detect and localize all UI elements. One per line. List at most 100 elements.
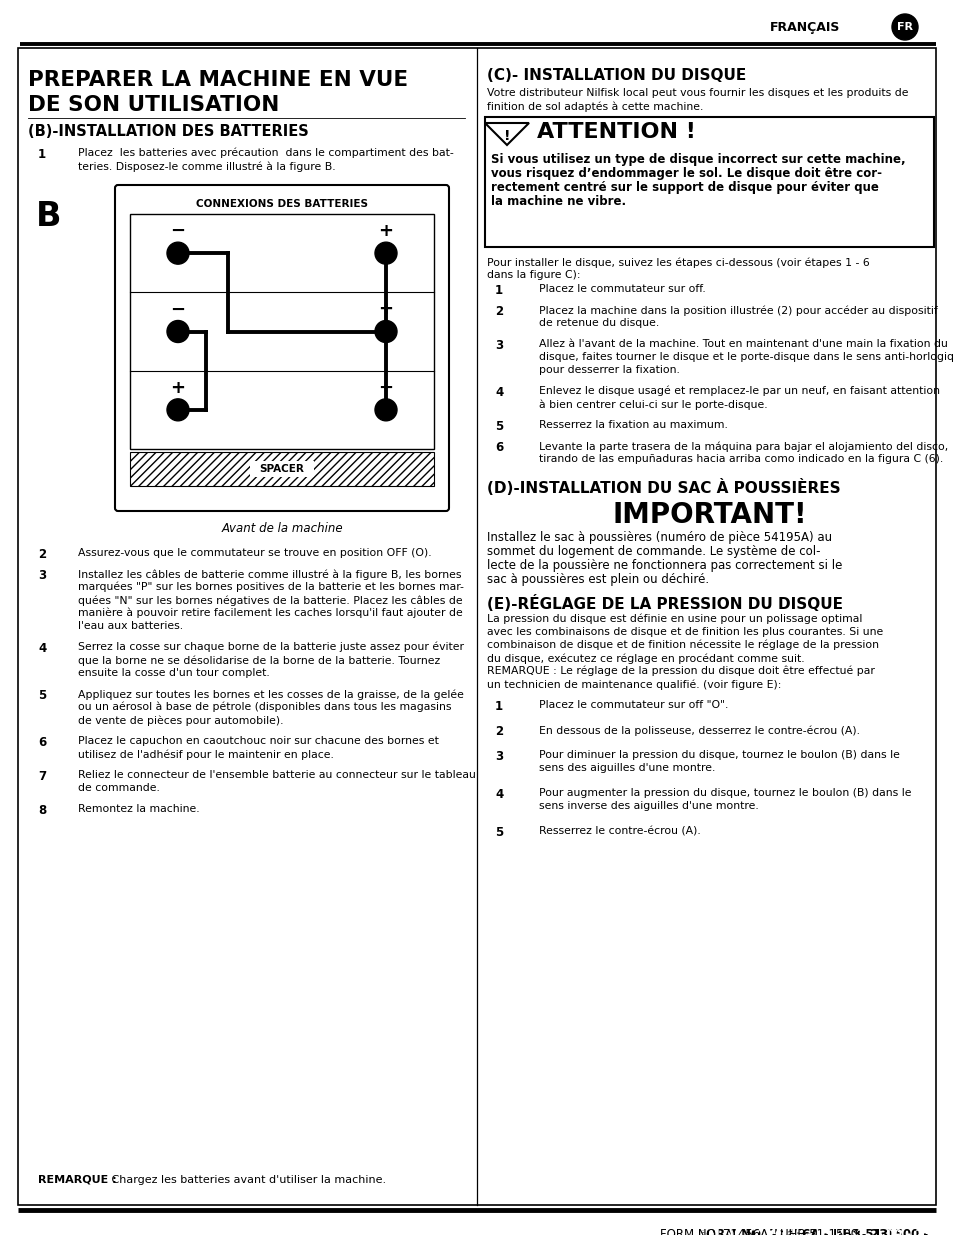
- Text: lecte de la poussière ne fonctionnera pas correctement si le: lecte de la poussière ne fonctionnera pa…: [486, 559, 841, 572]
- Text: Votre distributeur Nilfisk local peut vous fournir les disques et les produits d: Votre distributeur Nilfisk local peut vo…: [486, 88, 907, 98]
- Text: FORM NO. 71456A - UHB 51-1500 -: FORM NO. 71456A - UHB 51-1500 -: [697, 1228, 931, 1235]
- Text: −: −: [171, 222, 186, 240]
- Text: de retenue du disque.: de retenue du disque.: [538, 317, 659, 329]
- Text: 3: 3: [495, 750, 502, 763]
- Polygon shape: [484, 124, 529, 144]
- Text: Pour augmenter la pression du disque, tournez le boulon (B) dans le: Pour augmenter la pression du disque, to…: [538, 788, 910, 798]
- Text: 4: 4: [495, 788, 503, 802]
- Text: Avant de la machine: Avant de la machine: [221, 522, 342, 535]
- Text: REMARQUE :: REMARQUE :: [38, 1174, 116, 1186]
- Text: Assurez-vous que le commutateur se trouve en position OFF (O).: Assurez-vous que le commutateur se trouv…: [78, 548, 431, 558]
- Text: 6: 6: [38, 736, 46, 748]
- Text: 23: 23: [869, 1228, 887, 1235]
- Circle shape: [891, 14, 917, 40]
- Text: Si vous utilisez un type de disque incorrect sur cette machine,: Si vous utilisez un type de disque incor…: [491, 153, 904, 165]
- Text: Enlevez le disque usagé et remplacez-le par un neuf, en faisant attention: Enlevez le disque usagé et remplacez-le …: [538, 387, 939, 396]
- Text: l'eau aux batteries.: l'eau aux batteries.: [78, 621, 183, 631]
- Text: La pression du disque est définie en usine pour un polissage optimal: La pression du disque est définie en usi…: [486, 614, 862, 625]
- Bar: [130, 452, 434, 487]
- Text: Placez le capuchon en caoutchouc noir sur chacune des bornes et: Placez le capuchon en caoutchouc noir su…: [78, 736, 438, 746]
- Text: Chargez les batteries avant d'utiliser la machine.: Chargez les batteries avant d'utiliser l…: [108, 1174, 386, 1186]
- Text: marquées "P" sur les bornes positives de la batterie et les bornes mar-: marquées "P" sur les bornes positives de…: [78, 582, 463, 593]
- Text: de vente de pièces pour automobile).: de vente de pièces pour automobile).: [78, 715, 283, 725]
- Text: Placez  les batteries avec précaution  dans le compartiment des bat-: Placez les batteries avec précaution dan…: [78, 148, 454, 158]
- Text: ATTENTION !: ATTENTION !: [537, 122, 695, 142]
- Text: 2: 2: [38, 548, 46, 561]
- Text: Serrez la cosse sur chaque borne de la batterie juste assez pour éviter: Serrez la cosse sur chaque borne de la b…: [78, 642, 463, 652]
- Text: de commande.: de commande.: [78, 783, 160, 793]
- Text: teries. Disposez-le comme illustré à la figure B.: teries. Disposez-le comme illustré à la …: [78, 161, 335, 172]
- Text: DE SON UTILISATION: DE SON UTILISATION: [28, 95, 279, 115]
- Text: 1: 1: [495, 700, 502, 713]
- Text: ou un aérosol à base de pétrole (disponibles dans tous les magasins: ou un aérosol à base de pétrole (disponi…: [78, 701, 451, 713]
- Text: PREPARER LA MACHINE EN VUE: PREPARER LA MACHINE EN VUE: [28, 70, 408, 90]
- Text: Remontez la machine.: Remontez la machine.: [78, 804, 199, 814]
- Text: 2: 2: [495, 305, 502, 317]
- Circle shape: [375, 321, 396, 342]
- Text: B: B: [36, 200, 61, 233]
- Text: En dessous de la polisseuse, desserrez le contre-écrou (A).: En dessous de la polisseuse, desserrez l…: [538, 725, 859, 736]
- Text: (B)-INSTALLATION DES BATTERIES: (B)-INSTALLATION DES BATTERIES: [28, 124, 309, 140]
- Text: Installez les câbles de batterie comme illustré à la figure B, les bornes: Installez les câbles de batterie comme i…: [78, 569, 461, 579]
- Circle shape: [375, 399, 396, 421]
- Text: finition de sol adaptés à cette machine.: finition de sol adaptés à cette machine.: [486, 101, 702, 111]
- Text: FRANÇAIS: FRANÇAIS: [769, 21, 840, 33]
- Circle shape: [167, 242, 189, 264]
- Text: 4: 4: [495, 387, 503, 399]
- Text: sens des aiguilles d'une montre.: sens des aiguilles d'une montre.: [538, 763, 715, 773]
- Text: disque, faites tourner le disque et le porte-disque dans le sens anti-horlogique: disque, faites tourner le disque et le p…: [538, 352, 953, 362]
- Text: 5: 5: [38, 689, 46, 701]
- Text: Allez à l'avant de la machine. Tout en maintenant d'une main la fixation du: Allez à l'avant de la machine. Tout en m…: [538, 338, 947, 350]
- Text: à bien centrer celui-ci sur le porte-disque.: à bien centrer celui-ci sur le porte-dis…: [538, 399, 767, 410]
- Text: manière à pouvoir retire facilement les caches lorsqu'il faut ajouter de: manière à pouvoir retire facilement les …: [78, 608, 462, 619]
- Text: 6: 6: [495, 441, 503, 454]
- Text: Appliquez sur toutes les bornes et les cosses de la graisse, de la gelée: Appliquez sur toutes les bornes et les c…: [78, 689, 463, 699]
- Text: −: −: [171, 300, 186, 319]
- Text: Placez le commutateur sur off.: Placez le commutateur sur off.: [538, 284, 705, 294]
- Text: (C)- INSTALLATION DU DISQUE: (C)- INSTALLATION DU DISQUE: [486, 68, 745, 83]
- Text: Placez la machine dans la position illustrée (2) pour accéder au dispositif: Placez la machine dans la position illus…: [538, 305, 937, 315]
- Text: 5: 5: [495, 420, 503, 433]
- Text: vous risquez d’endommager le sol. Le disque doit être cor-: vous risquez d’endommager le sol. Le dis…: [491, 167, 882, 180]
- Text: 3: 3: [495, 338, 502, 352]
- Text: −: −: [378, 379, 394, 396]
- Text: la machine ne vibre.: la machine ne vibre.: [491, 195, 625, 207]
- Circle shape: [167, 399, 189, 421]
- Text: FORM NO. 71456A - UHB 51-1500 - 23: FORM NO. 71456A - UHB 51-1500 - 23: [680, 1228, 931, 1235]
- Text: dans la figure C):: dans la figure C):: [486, 270, 579, 280]
- Bar: [130, 214, 434, 450]
- Text: REMARQUE : Le réglage de la pression du disque doit être effectué par: REMARQUE : Le réglage de la pression du …: [486, 666, 874, 677]
- Text: avec les combinaisons de disque et de finition les plus courantes. Si une: avec les combinaisons de disque et de fi…: [486, 627, 882, 637]
- Text: 3: 3: [38, 569, 46, 582]
- Text: +: +: [171, 379, 185, 396]
- Text: ensuite la cosse d'un tour complet.: ensuite la cosse d'un tour complet.: [78, 668, 270, 678]
- Text: que la borne ne se désolidarise de la borne de la batterie. Tournez: que la borne ne se désolidarise de la bo…: [78, 655, 439, 666]
- Text: CONNEXIONS DES BATTERIES: CONNEXIONS DES BATTERIES: [195, 199, 368, 209]
- Bar: [484, 117, 933, 247]
- Text: Levante la parte trasera de la máquina para bajar el alojamiento del disco,: Levante la parte trasera de la máquina p…: [538, 441, 947, 452]
- Text: IMPORTANT!: IMPORTANT!: [612, 501, 806, 529]
- FancyBboxPatch shape: [115, 185, 449, 511]
- Text: 5: 5: [495, 826, 503, 839]
- Text: sens inverse des aiguilles d'une montre.: sens inverse des aiguilles d'une montre.: [538, 802, 758, 811]
- Text: !: !: [503, 130, 510, 143]
- Text: SPACER: SPACER: [259, 464, 304, 474]
- Text: 7: 7: [38, 769, 46, 783]
- Text: +: +: [378, 300, 393, 319]
- Text: (E)-RÉGLAGE DE LA PRESSION DU DISQUE: (E)-RÉGLAGE DE LA PRESSION DU DISQUE: [486, 595, 842, 613]
- Text: FR: FR: [896, 22, 912, 32]
- Text: Installez le sac à poussières (numéro de pièce 54195A) au: Installez le sac à poussières (numéro de…: [486, 531, 831, 543]
- Text: sommet du logement de commande. Le système de col-: sommet du logement de commande. Le systè…: [486, 545, 820, 558]
- Text: combinaison de disque et de finition nécessite le réglage de la pression: combinaison de disque et de finition néc…: [486, 640, 878, 651]
- Text: Pour diminuer la pression du disque, tournez le boulon (B) dans le: Pour diminuer la pression du disque, tou…: [538, 750, 899, 760]
- Text: Pour installer le disque, suivez les étapes ci-dessous (voir étapes 1 - 6: Pour installer le disque, suivez les éta…: [486, 257, 869, 268]
- Text: rectement centré sur le support de disque pour éviter que: rectement centré sur le support de disqu…: [491, 182, 878, 194]
- Text: du disque, exécutez ce réglage en procédant comme suit.: du disque, exécutez ce réglage en procéd…: [486, 653, 803, 663]
- Text: (D)-INSTALLATION DU SAC À POUSSIÈRES: (D)-INSTALLATION DU SAC À POUSSIÈRES: [486, 479, 840, 496]
- Text: Resserrez la fixation au maximum.: Resserrez la fixation au maximum.: [538, 420, 727, 430]
- Text: quées "N" sur les bornes négatives de la batterie. Placez les câbles de: quées "N" sur les bornes négatives de la…: [78, 595, 462, 605]
- Text: FORM NO. 71456A - UHB 51-1500 -: FORM NO. 71456A - UHB 51-1500 -: [659, 1228, 869, 1235]
- Text: 1: 1: [495, 284, 502, 296]
- Text: un technicien de maintenance qualifié. (voir figure E):: un technicien de maintenance qualifié. (…: [486, 679, 781, 689]
- Text: 2: 2: [495, 725, 502, 739]
